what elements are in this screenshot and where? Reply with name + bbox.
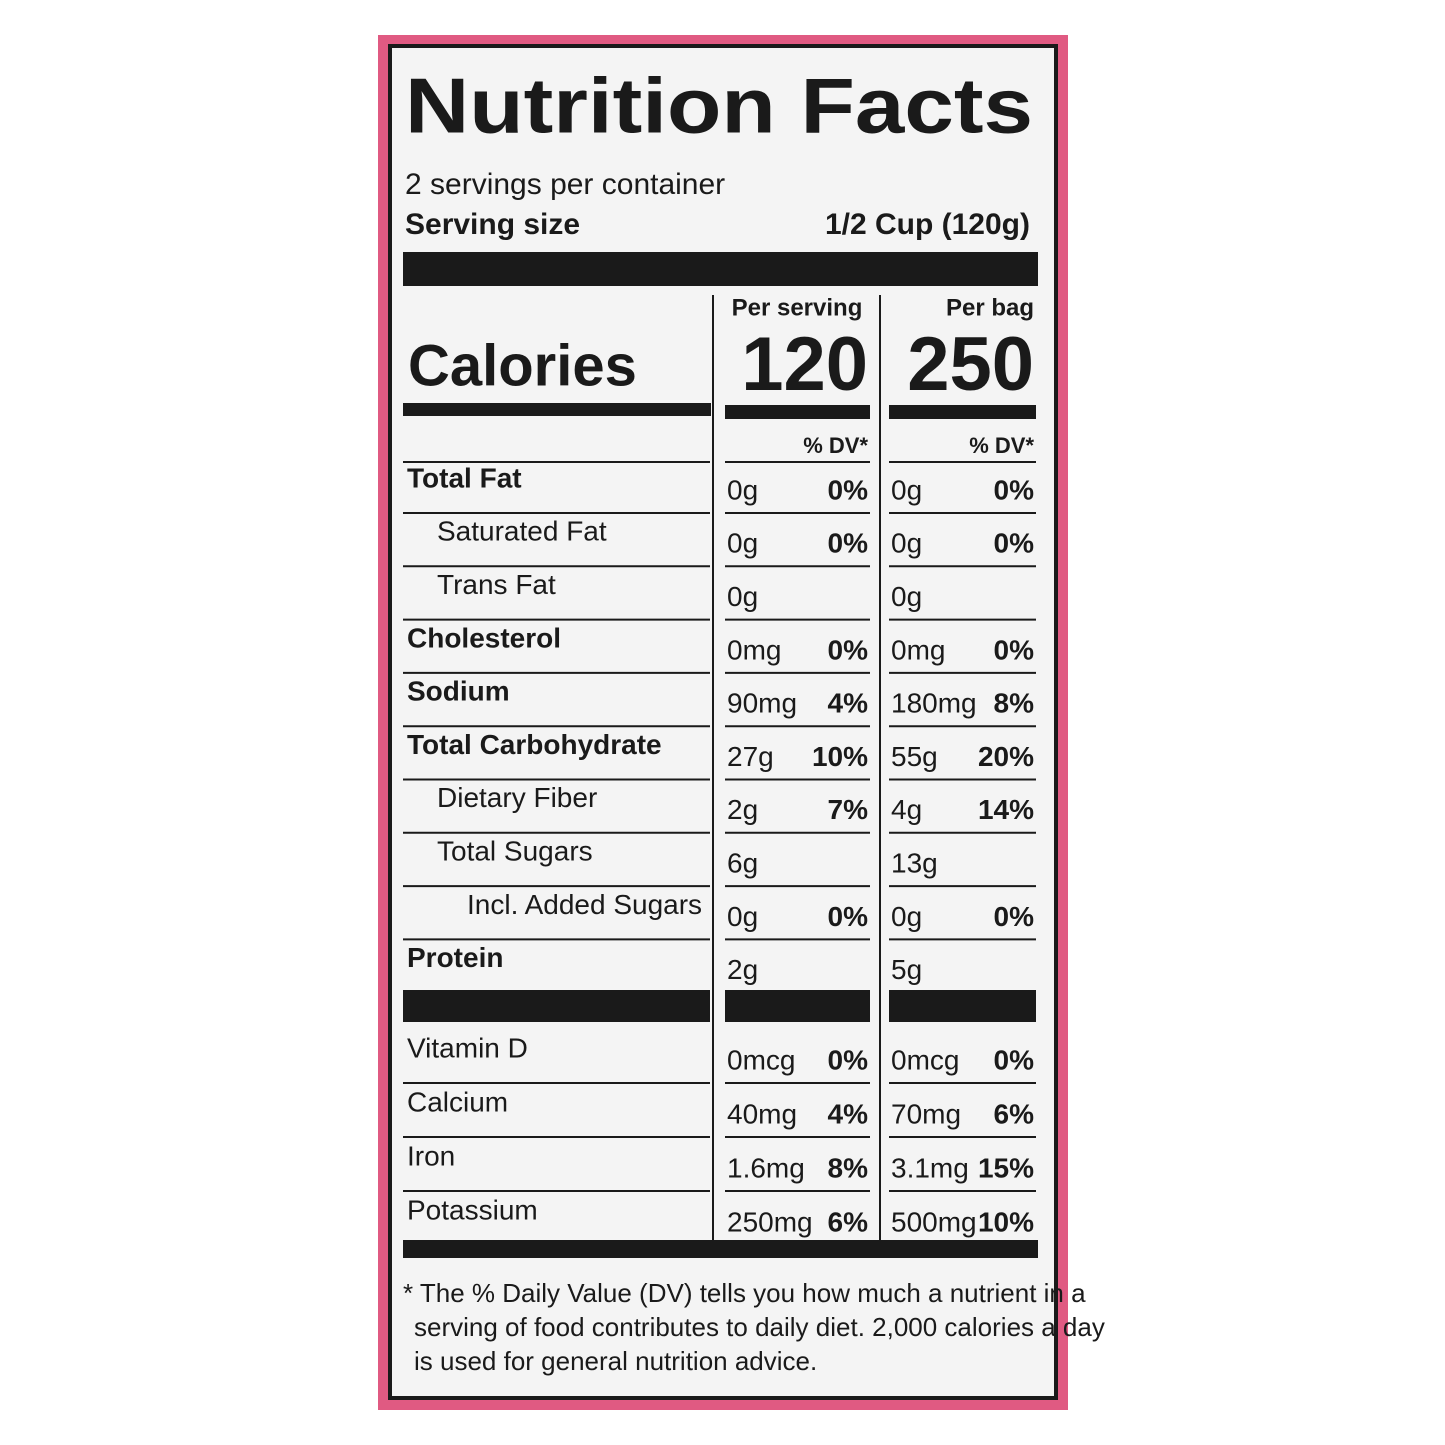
- amount: 0g: [891, 581, 922, 612]
- nutrient-label: Sodium: [407, 676, 510, 707]
- daily-value: 6%: [994, 1098, 1035, 1129]
- daily-value: 0%: [994, 528, 1035, 559]
- nutrient-label: Protein: [407, 942, 503, 973]
- dv-header: % DV*: [969, 433, 1034, 458]
- amount: 0g: [891, 474, 922, 505]
- amount: 13g: [891, 847, 938, 878]
- daily-value: 8%: [994, 688, 1035, 719]
- amount: 6g: [727, 847, 758, 878]
- daily-value: 20%: [978, 741, 1034, 772]
- amount: 3.1mg: [891, 1152, 969, 1183]
- thick-bar: [725, 990, 870, 1022]
- nutrient-label: Saturated Fat: [437, 516, 607, 547]
- amount: 0g: [727, 474, 758, 505]
- daily-value: 0%: [994, 901, 1035, 932]
- amount: 0g: [891, 901, 922, 932]
- nutrient-label: Calcium: [407, 1086, 508, 1117]
- nutrient-label: Dietary Fiber: [437, 782, 597, 813]
- amount: 1.6mg: [727, 1152, 805, 1183]
- amount: 70mg: [891, 1098, 961, 1129]
- amount: 0mg: [727, 634, 781, 665]
- daily-value: 0%: [828, 634, 869, 665]
- daily-value: 4%: [828, 688, 869, 719]
- daily-value: 0%: [828, 901, 869, 932]
- thick-bar: [889, 405, 1036, 419]
- nutrient-label: Incl. Added Sugars: [467, 889, 702, 920]
- nutrient-label: Vitamin D: [407, 1032, 528, 1063]
- amount: 0g: [891, 528, 922, 559]
- thick-bar: [403, 252, 1038, 286]
- amount: 0g: [727, 901, 758, 932]
- footnote-line: * The % Daily Value (DV) tells you how m…: [403, 1278, 1086, 1308]
- calories-value: 120: [741, 322, 868, 407]
- nutrient-label: Iron: [407, 1140, 455, 1171]
- thick-bar: [403, 990, 710, 1022]
- daily-value: 0%: [994, 474, 1035, 505]
- nutrient-label: Trans Fat: [437, 569, 556, 600]
- daily-value: 0%: [994, 1044, 1035, 1075]
- amount: 250mg: [727, 1206, 813, 1237]
- amount: 5g: [891, 954, 922, 985]
- amount: 0mcg: [891, 1044, 959, 1075]
- daily-value: 10%: [812, 741, 868, 772]
- amount: 0mcg: [727, 1044, 795, 1075]
- nutrient-label: Potassium: [407, 1194, 538, 1225]
- nutrient-label: Cholesterol: [407, 622, 561, 653]
- daily-value: 0%: [828, 474, 869, 505]
- daily-value: 4%: [828, 1098, 869, 1129]
- amount: 0mg: [891, 634, 945, 665]
- nutrient-label: Total Carbohydrate: [407, 729, 662, 760]
- nutrient-label: Total Fat: [407, 462, 522, 493]
- amount: 55g: [891, 741, 938, 772]
- footnote-line: is used for general nutrition advice.: [414, 1346, 817, 1376]
- amount: 500mg: [891, 1206, 977, 1237]
- daily-value: 0%: [994, 634, 1035, 665]
- column-header: Per bag: [946, 294, 1034, 321]
- calories-value: 250: [907, 322, 1034, 407]
- servings: 2 servings per container: [405, 168, 725, 201]
- nutrient-label: Total Sugars: [437, 835, 593, 866]
- calories-label: Calories: [408, 333, 637, 398]
- amount: 27g: [727, 741, 774, 772]
- daily-value: 15%: [978, 1152, 1034, 1183]
- daily-value: 6%: [828, 1206, 869, 1237]
- footnote-line: serving of food contributes to daily die…: [414, 1312, 1105, 1342]
- daily-value: 14%: [978, 794, 1034, 825]
- amount: 4g: [891, 794, 922, 825]
- daily-value: 8%: [828, 1152, 869, 1183]
- daily-value: 7%: [828, 794, 869, 825]
- daily-value: 0%: [828, 528, 869, 559]
- amount: 0g: [727, 581, 758, 612]
- daily-value: 10%: [978, 1206, 1034, 1237]
- column-header: Per serving: [732, 294, 863, 321]
- serving-size-label: Serving size: [405, 208, 580, 241]
- amount: 40mg: [727, 1098, 797, 1129]
- thick-bar: [403, 1240, 1038, 1258]
- serving-size-value: 1/2 Cup (120g): [825, 208, 1030, 241]
- thick-bar: [889, 990, 1036, 1022]
- amount: 2g: [727, 954, 758, 985]
- thick-bar: [403, 403, 711, 416]
- title: Nutrition Facts: [405, 62, 1033, 150]
- amount: 0g: [727, 528, 758, 559]
- daily-value: 0%: [828, 1044, 869, 1075]
- thick-bar: [725, 405, 870, 419]
- dv-header: % DV*: [803, 433, 868, 458]
- amount: 180mg: [891, 688, 977, 719]
- amount: 90mg: [727, 688, 797, 719]
- amount: 2g: [727, 794, 758, 825]
